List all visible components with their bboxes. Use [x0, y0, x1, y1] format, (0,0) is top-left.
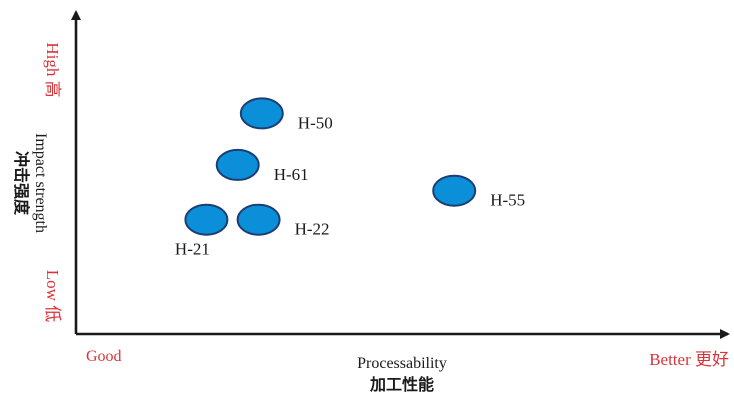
point-label-h-55: H-55 [490, 191, 525, 210]
point-label-h-61: H-61 [274, 165, 309, 184]
x-axis-label-cn: 加工性能 [369, 375, 434, 394]
x-low-label: Good [86, 348, 122, 365]
point-label-h-21: H-21 [175, 240, 210, 259]
y-low-label: Low 低 [43, 270, 62, 322]
point-h-22 [236, 203, 281, 236]
point-label-h-50: H-50 [298, 113, 333, 132]
point-label-h-22: H-22 [295, 220, 330, 239]
y-axis-label-cn: 冲击强度 [12, 151, 31, 216]
point-h-55 [432, 174, 477, 207]
y-axis-label: Impact strength [32, 133, 49, 233]
data-points: H-50 H-61 H-21 H-22 H-55 [175, 97, 525, 259]
point-h-21 [184, 203, 229, 236]
x-axis-label: Processability [357, 355, 447, 372]
point-h-61 [215, 148, 260, 181]
x-high-label: Better 更好 [649, 350, 729, 369]
y-high-label: High 高 [43, 42, 62, 97]
point-h-50 [239, 97, 284, 130]
